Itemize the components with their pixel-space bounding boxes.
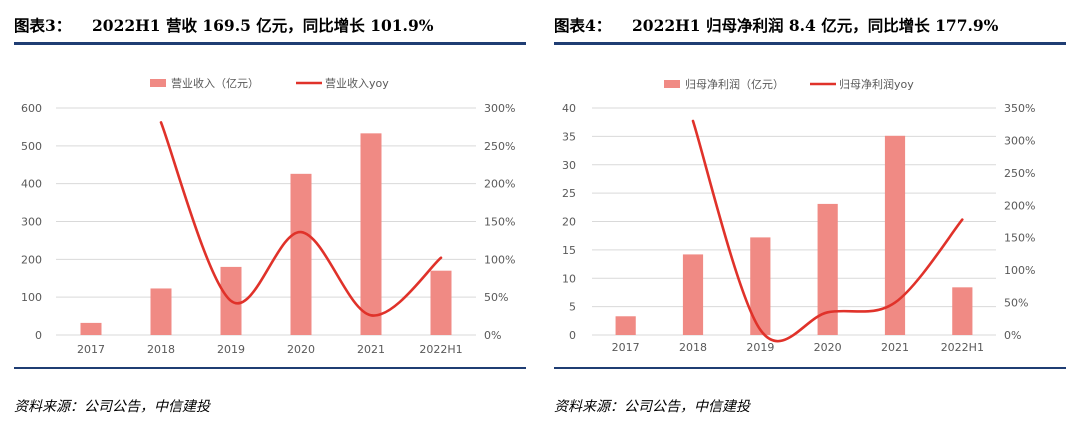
y-axis-left-tick-label: 500 [21, 140, 42, 153]
y-axis-right-tick-label: 250% [1004, 167, 1035, 180]
y-axis-left-tick-label: 100 [21, 291, 42, 304]
bar [682, 254, 704, 335]
bar [817, 203, 838, 335]
source-note: 资料来源：公司公告，中信建投 [14, 399, 210, 415]
y-axis-right-tick-label: 50% [484, 291, 508, 304]
y-axis-left-tick-label: 5 [569, 301, 576, 314]
x-axis-category-label: 2018 [147, 343, 175, 356]
bar [360, 133, 382, 335]
figure-heading: 2022H1 营收 169.5 亿元，同比增长 101.9% [92, 16, 434, 35]
figure-label: 图表3： [14, 16, 72, 35]
x-axis-category-label: 2019 [746, 341, 774, 354]
y-axis-left-tick-label: 20 [562, 216, 576, 229]
y-axis-right-tick-label: 200% [1004, 199, 1035, 212]
title-rule [14, 42, 526, 45]
y-axis-left-tick-label: 600 [21, 102, 42, 115]
legend-bar-swatch [150, 79, 166, 87]
figure-title: 图表4： 2022H1 归母净利润 8.4 亿元，同比增长 177.9% [554, 14, 1078, 38]
y-axis-right-tick-label: 200% [484, 178, 515, 191]
bar [615, 316, 636, 335]
figure-title: 图表3： 2022H1 营收 169.5 亿元，同比增长 101.9% [14, 14, 538, 38]
yoy-line [159, 121, 443, 317]
y-axis-left-tick-label: 30 [562, 159, 576, 172]
y-axis-left-tick-label: 15 [562, 244, 576, 257]
legend-bar-label: 归母净利润（亿元） [685, 77, 784, 91]
y-axis-right-tick-label: 300% [1004, 134, 1035, 147]
x-axis-category-label: 2021 [881, 341, 909, 354]
x-axis-category-label: 2021 [357, 343, 385, 356]
y-axis-left-tick-label: 35 [562, 130, 576, 143]
y-axis-right-tick-label: 150% [484, 216, 515, 229]
x-axis-category-label: 2017 [77, 343, 105, 356]
y-axis-right-tick-label: 250% [484, 140, 515, 153]
figure-3: 图表3： 2022H1 营收 169.5 亿元，同比增长 101.9% 0 100 2… [14, 0, 538, 426]
legend-line-label: 营业收入yoy [325, 76, 389, 90]
y-axis-right-tick-label: 0% [484, 329, 501, 342]
bottom-rule [554, 367, 1066, 369]
revenue-chart: 0 100 200 300 400 500 600 0% 50% 100% 150% 200% 250%… [21, 76, 515, 356]
x-axis-category-label: 2020 [814, 341, 842, 354]
y-axis-right-tick-label: 350% [1004, 102, 1035, 115]
y-axis-left-tick-label: 200 [21, 253, 42, 266]
y-axis-right-tick-label: 100% [484, 253, 515, 266]
bar [884, 135, 906, 335]
y-axis-right-tick-label: 0% [1004, 329, 1021, 342]
y-axis-right-tick-label: 100% [1004, 264, 1035, 277]
y-axis-left-tick-label: 40 [562, 102, 576, 115]
legend-line-label: 归母净利润yoy [839, 77, 914, 91]
x-axis-category-label: 2020 [287, 343, 315, 356]
title-rule [554, 42, 1066, 45]
x-axis-category-label: 2022H1 [941, 341, 984, 354]
y-axis-left-tick-label: 400 [21, 178, 42, 191]
y-axis-right-tick-label: 150% [1004, 232, 1035, 245]
net-profit-chart: 0 5 10 15 20 25 30 35 40 0% 50% 100% 150% 200% 250% 300… [562, 77, 1035, 354]
x-axis-category-label: 2019 [217, 343, 245, 356]
y-axis-left-tick-label: 10 [562, 272, 576, 285]
x-axis-category-label: 2017 [612, 341, 640, 354]
x-axis-category-label: 2018 [679, 341, 707, 354]
x-axis-category-label: 2022H1 [419, 343, 462, 356]
figure-4: 图表4： 2022H1 归母净利润 8.4 亿元，同比增长 177.9% 0 5 10… [554, 0, 1078, 426]
source-note: 资料来源：公司公告，中信建投 [554, 399, 750, 415]
legend-bar-swatch [664, 80, 680, 88]
figure-label: 图表4： [554, 16, 612, 35]
bar [952, 287, 973, 335]
y-axis-right-tick-label: 300% [484, 102, 515, 115]
legend-bar-label: 营业收入（亿元） [171, 76, 259, 90]
y-axis-left-tick-label: 0 [569, 329, 576, 342]
y-axis-left-tick-label: 0 [35, 329, 42, 342]
y-axis-left-tick-label: 300 [21, 216, 42, 229]
bar [430, 270, 452, 335]
bar [290, 173, 312, 335]
bar [750, 237, 771, 335]
bottom-rule [14, 367, 526, 369]
yoy-line [691, 119, 964, 343]
y-axis-left-tick-label: 25 [562, 187, 576, 200]
bar [80, 322, 102, 335]
bar [150, 288, 172, 335]
y-axis-right-tick-label: 50% [1004, 297, 1028, 310]
figure-heading: 2022H1 归母净利润 8.4 亿元，同比增长 177.9% [632, 16, 999, 35]
